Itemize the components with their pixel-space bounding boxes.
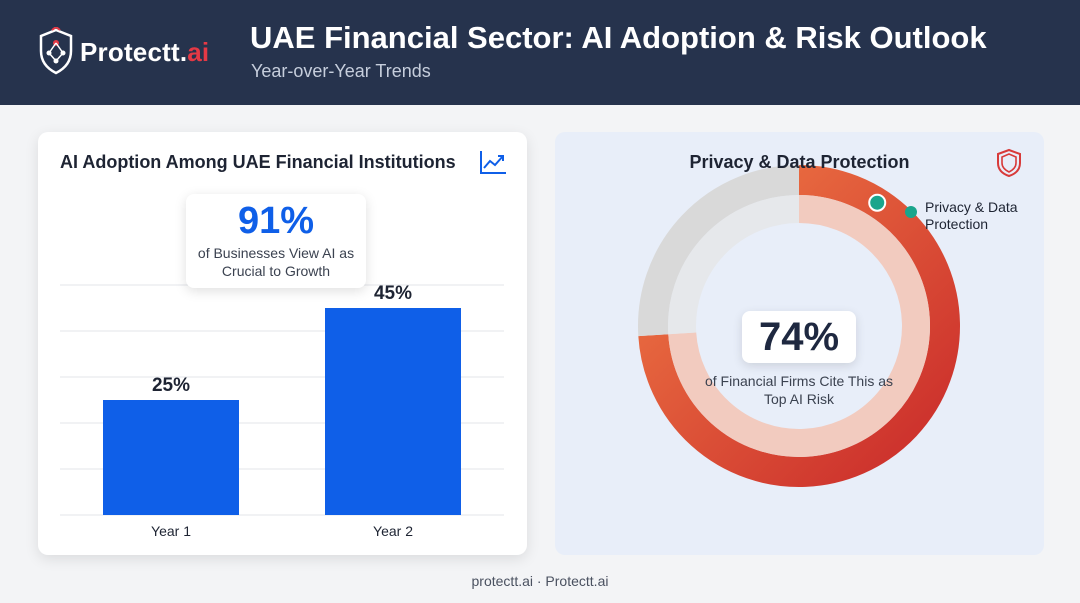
donut-inner-band-0	[668, 195, 930, 457]
bar-year-2	[325, 308, 461, 515]
donut-marker-dot	[868, 193, 887, 212]
page-subtitle: Year-over-Year Trends	[251, 61, 431, 81]
privacy-title: Privacy & Data Protection	[689, 152, 910, 172]
brand-name: Protectt.ai	[80, 37, 209, 68]
privacy-card: Privacy & Data Protection Privacy & Data…	[555, 132, 1044, 555]
legend-dot	[905, 206, 917, 218]
footer-text: protectt.ai · Protectt.ai	[471, 573, 609, 589]
bar-value-label: 25%	[152, 375, 190, 396]
callout-value: 91%	[237, 200, 315, 242]
donut-center-box: 74%	[742, 311, 856, 363]
ai-adoption-title: AI Adoption Among UAE Financial Institut…	[60, 152, 456, 172]
bar-year-1	[103, 400, 239, 515]
ai-adoption-card: 25% Year 1 45% Year 2 AI Adoption Among UAE…	[38, 132, 527, 555]
shield-network-logo-icon	[39, 27, 73, 75]
legend-label: Privacy & Data Protection	[925, 199, 1018, 232]
donut-slice-1	[638, 165, 800, 337]
callout-text: of Businesses View AI as Crucial to Grow…	[197, 245, 355, 279]
donut-center-text: of Financial Firms Cite This as Top AI R…	[704, 373, 893, 407]
donut-inner-band-1	[668, 195, 800, 335]
x-tick-label: Year 2	[373, 523, 413, 539]
x-tick-label: Year 1	[151, 523, 191, 539]
brand-name-suffix: ai	[187, 37, 210, 67]
brand-name-prefix: Protectt.	[80, 37, 188, 67]
page-title: UAE Financial Sector: AI Adoption & Risk…	[250, 20, 987, 55]
donut-center-value: 74%	[758, 315, 840, 359]
donut-slice-0	[638, 165, 960, 487]
growth-callout: 91% of Businesses View AI as Crucial to …	[186, 194, 366, 288]
privacy-donut-chart	[638, 165, 960, 487]
page-header: Protectt.ai UAE Financial Sector: AI Ado…	[0, 0, 1080, 105]
ai-adoption-bar-chart: 25% Year 1 45% Year 2	[60, 283, 504, 539]
trend-up-icon	[480, 151, 506, 174]
shield-icon	[997, 148, 1021, 178]
brand-logo[interactable]: Protectt.ai	[38, 27, 218, 77]
bar-value-label: 45%	[374, 283, 412, 304]
